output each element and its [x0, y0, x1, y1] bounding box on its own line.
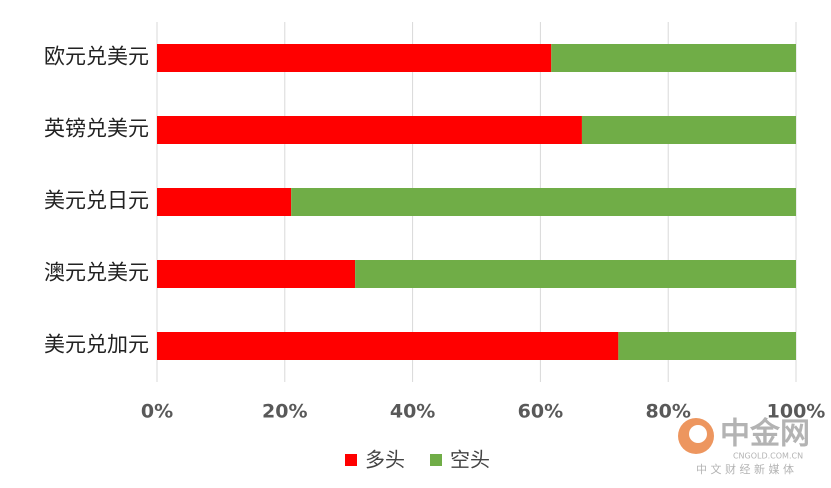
bar-segment	[581, 116, 796, 144]
legend-swatch	[430, 454, 442, 466]
legend-label: 多头	[365, 448, 405, 472]
bar-segment	[291, 188, 796, 216]
x-tick-label: 0%	[141, 401, 173, 423]
y-tick-label: 美元兑日元	[44, 189, 149, 213]
y-tick-label: 英镑兑美元	[44, 117, 149, 141]
bar-segment	[157, 44, 552, 72]
bar-segment	[355, 260, 796, 288]
x-tick-label: 40%	[390, 401, 435, 423]
bar-segment	[157, 188, 292, 216]
bar-segment	[157, 116, 582, 144]
bar-segment	[551, 44, 796, 72]
watermark-domain: CNGOLD.COM.CN	[733, 452, 803, 461]
bar-segment	[157, 260, 356, 288]
y-tick-label: 欧元兑美元	[44, 45, 149, 69]
y-tick-label: 美元兑加元	[44, 333, 149, 357]
legend-label: 空头	[450, 448, 490, 472]
watermark-slogan: 中 文 财 经 新 媒 体	[696, 462, 794, 476]
x-tick-label: 60%	[518, 401, 563, 423]
x-tick-label: 80%	[645, 401, 690, 423]
logo-inner	[689, 425, 707, 443]
legend-swatch	[345, 454, 357, 466]
y-tick-label: 澳元兑美元	[44, 261, 149, 285]
x-tick-label: 20%	[262, 401, 307, 423]
watermark-brand: 中金网	[720, 417, 810, 452]
bar-segment	[157, 332, 619, 360]
watermark: 中金网 CNGOLD.COM.CN 中 文 财 经 新 媒 体	[678, 417, 810, 476]
x-tick-label: 100%	[767, 401, 826, 423]
bar-segment	[618, 332, 796, 360]
